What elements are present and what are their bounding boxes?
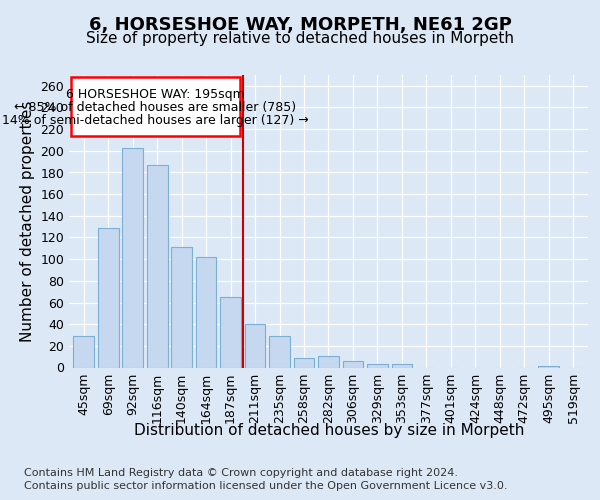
- FancyBboxPatch shape: [71, 77, 240, 136]
- Text: Size of property relative to detached houses in Morpeth: Size of property relative to detached ho…: [86, 31, 514, 46]
- Text: Distribution of detached houses by size in Morpeth: Distribution of detached houses by size …: [134, 422, 524, 438]
- Bar: [367, 364, 388, 368]
- Text: Contains HM Land Registry data © Crown copyright and database right 2024.: Contains HM Land Registry data © Crown c…: [24, 468, 458, 477]
- Bar: [269, 336, 290, 368]
- Bar: [343, 361, 364, 368]
- Text: 6 HORSESHOE WAY: 195sqm: 6 HORSESHOE WAY: 195sqm: [66, 88, 245, 101]
- Y-axis label: Number of detached properties: Number of detached properties: [20, 100, 35, 342]
- Bar: [318, 356, 339, 368]
- Bar: [392, 364, 412, 368]
- Bar: [73, 336, 94, 368]
- Bar: [147, 165, 167, 368]
- Bar: [293, 358, 314, 368]
- Bar: [196, 257, 217, 368]
- Text: 6, HORSESHOE WAY, MORPETH, NE61 2GP: 6, HORSESHOE WAY, MORPETH, NE61 2GP: [89, 16, 511, 34]
- Text: 14% of semi-detached houses are larger (127) →: 14% of semi-detached houses are larger (…: [2, 114, 309, 127]
- Text: ← 85% of detached houses are smaller (785): ← 85% of detached houses are smaller (78…: [14, 101, 296, 114]
- Bar: [98, 228, 119, 368]
- Bar: [122, 148, 143, 368]
- Bar: [220, 297, 241, 368]
- Text: Contains public sector information licensed under the Open Government Licence v3: Contains public sector information licen…: [24, 481, 508, 491]
- Bar: [171, 247, 192, 368]
- Bar: [538, 366, 559, 368]
- Bar: [245, 324, 265, 368]
